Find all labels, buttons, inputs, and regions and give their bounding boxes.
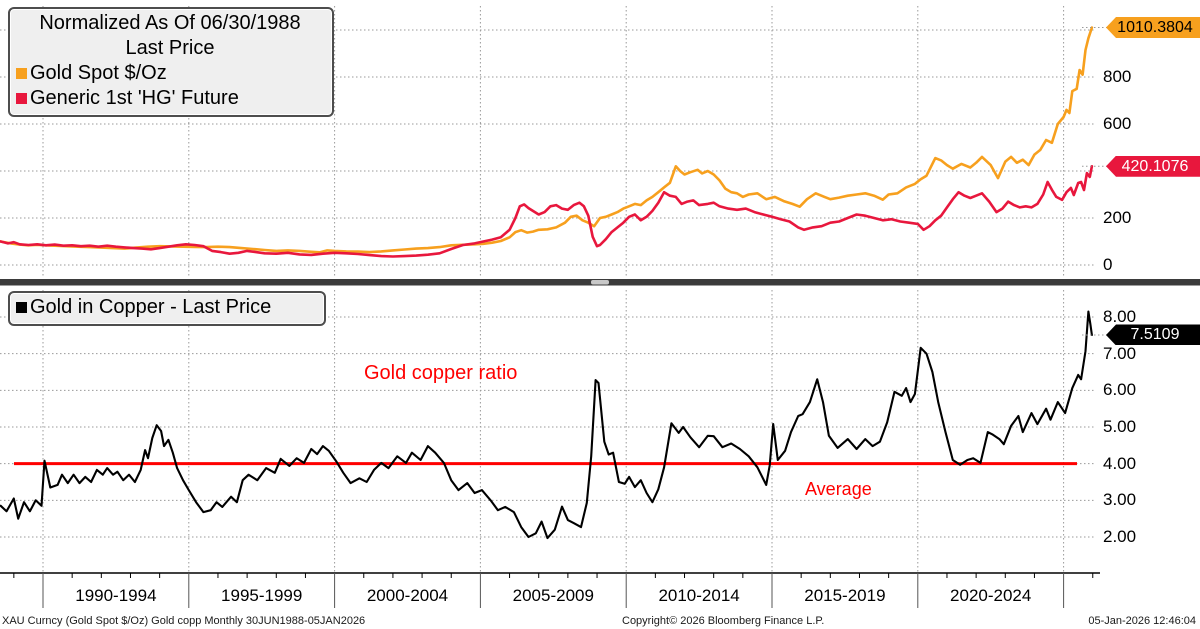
- average-line-annotation: Average: [805, 479, 872, 499]
- bottom-axis-tick-label-7.00: 7.00: [1103, 343, 1137, 363]
- bottom-axis-tick-label-4.00: 4.00: [1103, 453, 1137, 473]
- bottom-axis-tick-label-3.00: 3.00: [1103, 490, 1137, 510]
- legend-item-gold-in-copper-label: Gold in Copper - Last Price: [30, 296, 272, 318]
- x-axis-period-label-2000-2004: 2000-2004: [366, 586, 449, 605]
- ratio-last-price-tag[interactable]: 7.5109: [1106, 324, 1200, 346]
- copper-series-swatch-icon: [16, 93, 27, 104]
- x-axis-period-label-1990-1994: 1990-1994: [75, 586, 157, 605]
- legend-item-gold-spot[interactable]: Gold Spot $/Oz: [16, 61, 324, 86]
- legend-item-gold-spot-label: Gold Spot $/Oz: [30, 62, 167, 84]
- legend-item-hg-future[interactable]: Generic 1st 'HG' Future: [16, 86, 324, 111]
- top-axis-tick-label-600: 600: [1103, 114, 1132, 133]
- bottom-axis-tick-label-6.00: 6.00: [1103, 380, 1137, 400]
- top-panel-legend[interactable]: Normalized As Of 06/30/1988 Last Price G…: [8, 7, 334, 117]
- ratio-series-swatch-icon: [16, 302, 27, 313]
- bottom-axis-tick-label-5.00: 5.00: [1103, 416, 1137, 436]
- copper-last-price-tag[interactable]: 420.1076: [1106, 155, 1200, 177]
- bottom-panel-legend[interactable]: Gold in Copper - Last Price: [8, 291, 326, 326]
- gold-series-swatch-icon: [16, 68, 27, 79]
- legend-item-hg-future-label: Generic 1st 'HG' Future: [30, 87, 239, 109]
- x-axis-period-label-2015-2019: 2015-2019: [804, 586, 886, 605]
- gold-copper-ratio-annotation: Gold copper ratio: [364, 362, 518, 384]
- legend-normalized-title: Normalized As Of 06/30/1988: [39, 12, 301, 34]
- x-axis-period-label-1995-1999: 1995-1999: [221, 586, 303, 605]
- x-axis-period-label-2010-2014: 2010-2014: [658, 586, 740, 605]
- top-axis-tick-label-800: 800: [1103, 67, 1132, 86]
- x-axis-period-label-2020-2024: 2020-2024: [950, 586, 1032, 605]
- bottom-axis-tick-label-8.00: 8.00: [1103, 306, 1137, 326]
- bottom-axis-tick-label-2.00: 2.00: [1103, 527, 1137, 546]
- x-axis-period-label-2005-2009: 2005-2009: [512, 586, 594, 605]
- top-axis-tick-label-0: 0: [1103, 255, 1113, 274]
- legend-last-price-subtitle: Last Price: [125, 37, 215, 59]
- legend-item-gold-in-copper[interactable]: Gold in Copper - Last Price: [16, 295, 316, 320]
- footer-security-description: XAU Curncy (Gold Spot $/Oz) Gold copp Mo…: [2, 615, 366, 627]
- footer-copyright: Copyright© 2026 Bloomberg Finance L.P.: [622, 615, 825, 627]
- gold-last-price-tag[interactable]: 1010.3804: [1106, 17, 1200, 39]
- top-axis-tick-label-200: 200: [1103, 208, 1132, 227]
- footer-timestamp: 05-Jan-2026 12:46:04: [1088, 615, 1196, 627]
